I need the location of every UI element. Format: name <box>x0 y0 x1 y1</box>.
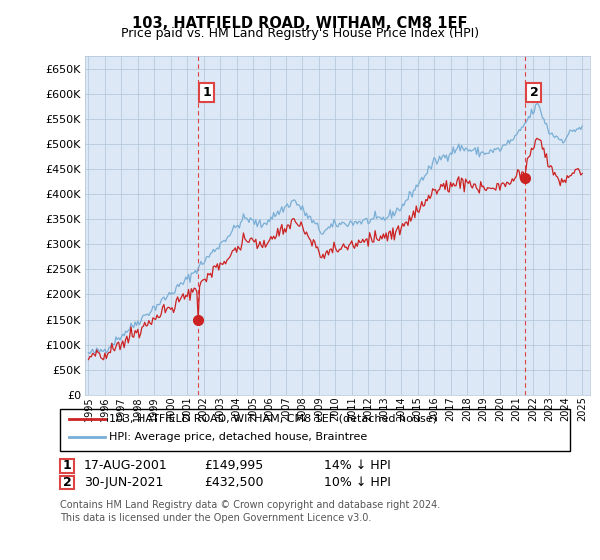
Text: £432,500: £432,500 <box>204 476 263 489</box>
Text: 17-AUG-2001: 17-AUG-2001 <box>84 459 168 473</box>
Text: 30-JUN-2021: 30-JUN-2021 <box>84 476 163 489</box>
Text: Contains HM Land Registry data © Crown copyright and database right 2024.
This d: Contains HM Land Registry data © Crown c… <box>60 500 440 522</box>
Text: HPI: Average price, detached house, Braintree: HPI: Average price, detached house, Brai… <box>109 432 367 442</box>
Text: 103, HATFIELD ROAD, WITHAM, CM8 1EF: 103, HATFIELD ROAD, WITHAM, CM8 1EF <box>132 16 468 31</box>
Text: 2: 2 <box>63 476 71 489</box>
Text: 1: 1 <box>63 459 71 473</box>
Text: 2: 2 <box>530 86 538 99</box>
Text: 10% ↓ HPI: 10% ↓ HPI <box>324 476 391 489</box>
Text: Price paid vs. HM Land Registry's House Price Index (HPI): Price paid vs. HM Land Registry's House … <box>121 27 479 40</box>
Text: £149,995: £149,995 <box>204 459 263 473</box>
Text: 1: 1 <box>203 86 211 99</box>
Text: 14% ↓ HPI: 14% ↓ HPI <box>324 459 391 473</box>
Text: 103, HATFIELD ROAD, WITHAM, CM8 1EF (detached house): 103, HATFIELD ROAD, WITHAM, CM8 1EF (det… <box>109 414 437 424</box>
